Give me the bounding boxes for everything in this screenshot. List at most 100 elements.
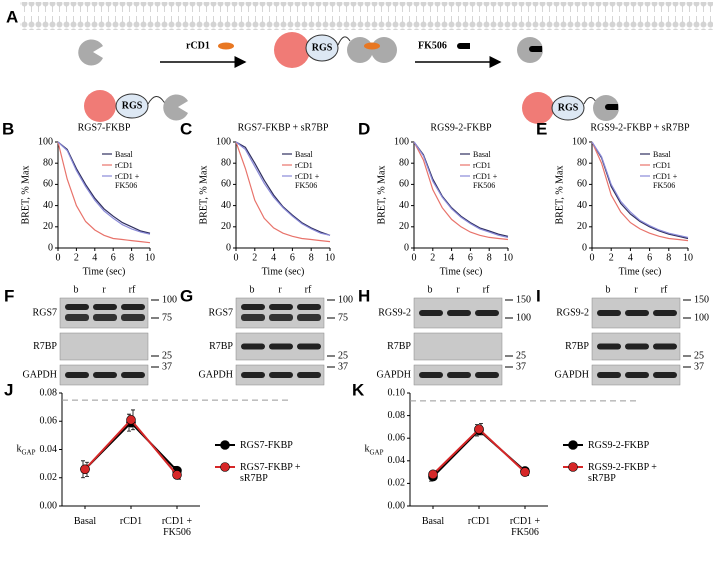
lane-label: rf bbox=[661, 284, 668, 295]
marker-label: 37 bbox=[516, 361, 526, 372]
rgs bbox=[115, 93, 149, 119]
y-tick-label: 40 bbox=[221, 200, 231, 211]
y-tick-label: 60 bbox=[577, 179, 587, 190]
band bbox=[93, 304, 117, 310]
band bbox=[475, 372, 499, 378]
y-axis-label: kGAP bbox=[16, 444, 35, 456]
x-tick-label: rCD1 bbox=[119, 516, 143, 527]
legend-label: rCD1 + FK506 bbox=[653, 171, 678, 190]
x-axis-label: Time (sec) bbox=[262, 266, 305, 277]
band bbox=[65, 314, 89, 321]
y-tick-label: 100 bbox=[216, 136, 231, 147]
x-tick-label: 6 bbox=[468, 252, 473, 263]
panel-a: A RGS rCD1 RGS FK506 RGS bbox=[6, 2, 713, 124]
x-tick-label: 8 bbox=[487, 252, 492, 263]
x-tick-label: 0 bbox=[56, 252, 61, 263]
panel-letter: J bbox=[4, 380, 13, 399]
lane-label: r bbox=[102, 284, 106, 295]
legend-label: Basal bbox=[653, 149, 671, 159]
row-label: RGS9-2 bbox=[378, 307, 411, 318]
x-axis-label: Time (sec) bbox=[619, 266, 662, 277]
row-label: GAPDH bbox=[199, 369, 233, 380]
y-tick-label: 0.10 bbox=[388, 387, 406, 398]
y-tick-label: 20 bbox=[43, 221, 53, 232]
band bbox=[297, 304, 321, 310]
r7bp bbox=[84, 90, 116, 122]
rgs-label: RGS bbox=[122, 100, 143, 111]
chart-title: RGS7-FKBP + sR7BP bbox=[238, 122, 329, 133]
rcd1-icon bbox=[364, 42, 380, 50]
x-tick-label: 8 bbox=[129, 252, 134, 263]
legend-label: rCD1 bbox=[653, 160, 671, 170]
legend-label: RGS9-2-FKBP bbox=[588, 440, 650, 451]
lane-label: r bbox=[278, 284, 282, 295]
band bbox=[625, 310, 649, 316]
frb bbox=[347, 37, 373, 63]
lane-label: b bbox=[606, 284, 611, 295]
curve bbox=[413, 141, 509, 237]
marker-label: 25 bbox=[694, 350, 704, 361]
y-tick-label: 0 bbox=[226, 242, 231, 253]
row-label: R7BP bbox=[33, 341, 57, 352]
band bbox=[653, 343, 677, 350]
rgs-label: RGS bbox=[558, 102, 579, 113]
marker-label: 100 bbox=[338, 294, 353, 305]
x-tick-label: 2 bbox=[430, 252, 435, 263]
legend-label: Basal bbox=[295, 149, 313, 159]
y-tick-label: 0 bbox=[404, 242, 409, 253]
x-tick-label: 10 bbox=[145, 252, 155, 263]
legend-marker bbox=[568, 440, 578, 450]
band bbox=[269, 343, 293, 350]
y-tick-label: 0 bbox=[48, 242, 53, 253]
x-tick-label: 4 bbox=[628, 252, 633, 263]
y-tick-label: 80 bbox=[43, 157, 53, 168]
band bbox=[241, 304, 265, 310]
y-tick-label: 40 bbox=[399, 200, 409, 211]
y-axis-label-sub: GAP bbox=[369, 448, 383, 456]
marker-label: 25 bbox=[162, 350, 172, 361]
y-tick-label: 0.04 bbox=[388, 455, 406, 466]
rcd1-label: rCD1 bbox=[186, 40, 210, 51]
fk506-icon bbox=[457, 43, 470, 49]
marker-label: 150 bbox=[694, 294, 709, 305]
band bbox=[447, 372, 471, 378]
curve bbox=[57, 141, 151, 235]
lane-label: rf bbox=[483, 284, 490, 295]
band bbox=[93, 372, 117, 378]
x-tick-label: 2 bbox=[252, 252, 257, 263]
y-tick-label: 0.08 bbox=[388, 410, 406, 421]
x-tick-label: Basal bbox=[73, 516, 97, 527]
x-tick-label: 0 bbox=[234, 252, 239, 263]
row-label: RGS7 bbox=[209, 307, 233, 318]
linker bbox=[337, 36, 351, 46]
legend-label: RGS7-FKBP + sR7BP bbox=[240, 462, 301, 484]
fk506-icon bbox=[605, 104, 618, 110]
row-label: R7BP bbox=[387, 341, 411, 352]
lane-label: b bbox=[428, 284, 433, 295]
band bbox=[65, 304, 89, 310]
y-axis-label-main: k bbox=[364, 444, 369, 455]
x-tick-label: Basal bbox=[421, 516, 445, 527]
y-tick-label: 0.08 bbox=[40, 387, 58, 398]
x-tick-label: 2 bbox=[609, 252, 614, 263]
chart-title: RGS7-FKBP bbox=[78, 122, 131, 133]
band bbox=[241, 314, 265, 321]
y-tick-label: 0.02 bbox=[388, 478, 406, 489]
y-axis-label: BRET, % Max bbox=[554, 166, 565, 225]
rgs bbox=[305, 34, 339, 62]
panel-letter: K bbox=[352, 380, 365, 399]
band bbox=[65, 372, 89, 378]
legend-label: rCD1 + FK506 bbox=[473, 171, 498, 190]
y-tick-label: 0.06 bbox=[388, 432, 406, 443]
membrane bbox=[20, 2, 713, 30]
row-label: RGS9-2 bbox=[556, 307, 589, 318]
panel-letter: I bbox=[536, 286, 541, 305]
x-tick-label: 10 bbox=[325, 252, 335, 263]
y-tick-label: 80 bbox=[577, 157, 587, 168]
x-tick-label: rCD1 + FK506 bbox=[509, 516, 541, 538]
lane-label: b bbox=[74, 284, 79, 295]
curve bbox=[57, 141, 151, 244]
y-tick-label: 0.00 bbox=[40, 500, 58, 511]
rgs-label: RGS bbox=[312, 42, 333, 53]
x-tick-label: 4 bbox=[449, 252, 454, 263]
